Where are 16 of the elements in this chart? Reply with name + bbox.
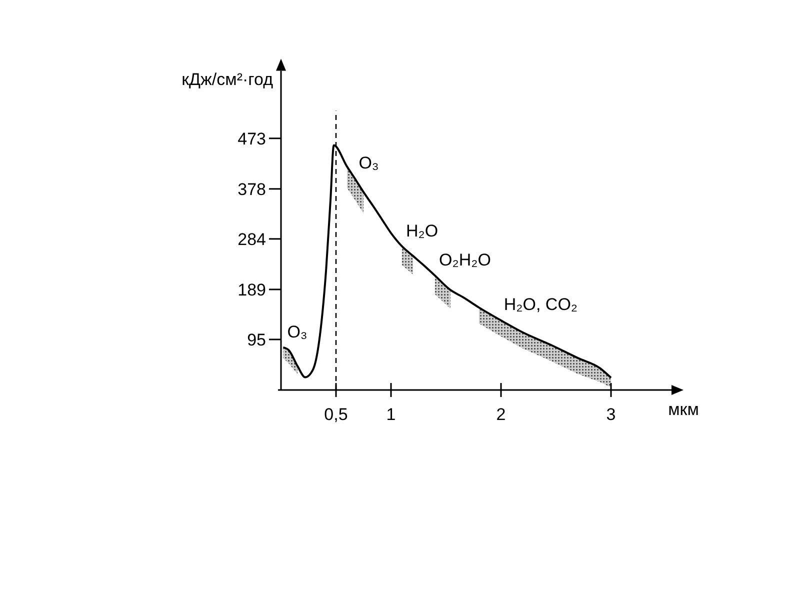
x-tick-label: 2 bbox=[496, 405, 506, 424]
y-tick-label: 189 bbox=[238, 280, 266, 300]
annotation: H₂O, CO₂ bbox=[504, 294, 578, 314]
annotation: O₃ bbox=[358, 153, 379, 172]
x-tick-label: 3 bbox=[606, 405, 616, 424]
y-tick-label: 284 bbox=[238, 230, 266, 249]
x-tick-label: 0,5 bbox=[324, 405, 348, 424]
x-axis-title: мкм bbox=[668, 400, 699, 419]
annotation: O₂H₂O bbox=[439, 250, 491, 270]
y-tick-label: 378 bbox=[238, 180, 266, 199]
y-tick-label: 473 bbox=[238, 129, 266, 148]
annotation: O₃ bbox=[287, 322, 308, 342]
y-tick-label: 95 bbox=[247, 330, 266, 350]
x-tick-label: 1 bbox=[386, 405, 396, 424]
annotation: H₂O bbox=[406, 221, 438, 240]
y-axis-title: кДж/см²·год bbox=[182, 70, 274, 89]
